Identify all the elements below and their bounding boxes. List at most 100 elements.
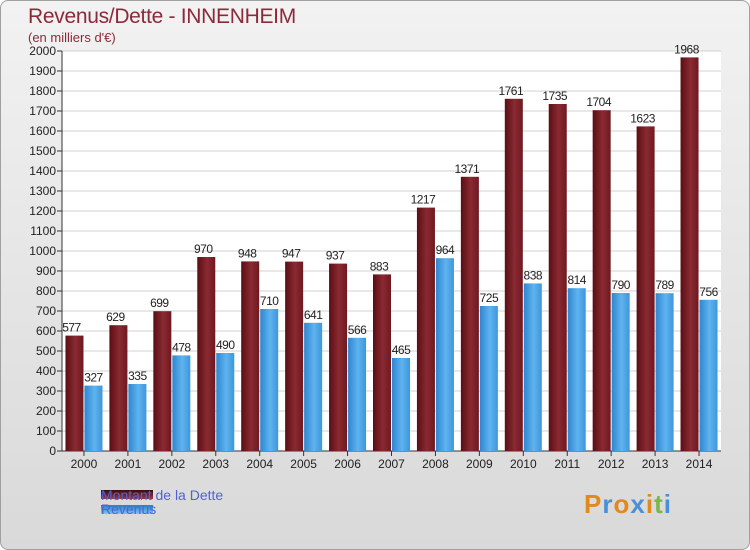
bar-dette bbox=[460, 176, 479, 452]
data-label-dette: 577 bbox=[62, 321, 81, 335]
bar-revenus bbox=[128, 384, 147, 451]
bar-dette bbox=[65, 335, 84, 451]
data-label-dette: 883 bbox=[370, 259, 389, 273]
bar-revenus bbox=[479, 306, 498, 451]
bar-dette bbox=[373, 274, 391, 451]
y-tick-label: 400 bbox=[36, 364, 56, 378]
data-label-dette: 1623 bbox=[630, 111, 656, 125]
x-tick-label: 2010 bbox=[510, 457, 537, 471]
bar-revenus bbox=[392, 358, 410, 451]
y-tick-label: 1400 bbox=[29, 164, 56, 178]
bar-revenus bbox=[567, 288, 586, 451]
data-label-revenus: 725 bbox=[480, 291, 499, 305]
x-tick-label: 2011 bbox=[554, 457, 580, 471]
bar-revenus bbox=[304, 322, 323, 451]
data-label-dette: 970 bbox=[194, 242, 213, 256]
x-tick-label: 2001 bbox=[115, 457, 142, 471]
bar-dette bbox=[504, 98, 523, 452]
bar-dette bbox=[197, 257, 216, 451]
y-tick-label: 1600 bbox=[29, 124, 56, 138]
data-label-dette: 937 bbox=[326, 249, 345, 263]
data-label-revenus: 566 bbox=[348, 323, 367, 337]
data-label-revenus: 756 bbox=[699, 285, 718, 299]
bar-revenus bbox=[435, 258, 454, 451]
data-label-dette: 1761 bbox=[498, 84, 524, 98]
x-tick-label: 2013 bbox=[642, 457, 669, 471]
legend-swatch-revenus bbox=[101, 505, 153, 514]
bar-revenus bbox=[84, 385, 103, 451]
data-label-revenus: 465 bbox=[392, 343, 411, 357]
x-tick-label: 2005 bbox=[290, 457, 317, 471]
data-label-dette: 1217 bbox=[411, 193, 437, 207]
data-label-revenus: 478 bbox=[172, 340, 191, 354]
legend-swatch-dette bbox=[101, 490, 153, 499]
x-tick-label: 2000 bbox=[71, 457, 98, 471]
x-tick-label: 2009 bbox=[466, 457, 493, 471]
data-label-dette: 948 bbox=[238, 246, 257, 260]
bar-dette bbox=[153, 311, 172, 451]
legend-label-revenus: Revenus bbox=[101, 501, 157, 517]
x-tick-label: 2012 bbox=[598, 457, 625, 471]
bar-dette bbox=[592, 110, 611, 451]
data-label-revenus: 335 bbox=[128, 369, 147, 383]
y-tick-label: 1000 bbox=[29, 244, 56, 258]
y-tick-label: 0 bbox=[49, 444, 56, 458]
data-label-revenus: 964 bbox=[436, 243, 455, 257]
y-tick-label: 900 bbox=[36, 264, 56, 278]
bar-dette bbox=[416, 207, 435, 451]
x-tick-label: 2008 bbox=[422, 457, 449, 471]
data-label-dette: 1968 bbox=[674, 42, 700, 56]
bar-dette bbox=[548, 104, 567, 451]
bar-revenus bbox=[260, 309, 279, 451]
y-tick-label: 300 bbox=[36, 384, 56, 398]
y-tick-label: 1900 bbox=[29, 64, 56, 78]
data-label-revenus: 790 bbox=[611, 278, 630, 292]
chart-subtitle: (en milliers d'€) bbox=[28, 30, 116, 45]
y-tick-label: 2000 bbox=[29, 44, 56, 58]
bar-revenus bbox=[348, 337, 367, 451]
y-tick-label: 1300 bbox=[29, 184, 56, 198]
data-label-revenus: 838 bbox=[524, 268, 543, 282]
bar-dette bbox=[109, 325, 128, 451]
y-tick-label: 1800 bbox=[29, 84, 56, 98]
bar-revenus bbox=[655, 293, 674, 451]
x-tick-label: 2002 bbox=[158, 457, 185, 471]
bar-revenus bbox=[172, 355, 191, 451]
x-tick-label: 2014 bbox=[686, 457, 713, 471]
bar-revenus bbox=[699, 299, 718, 451]
data-label-dette: 1735 bbox=[542, 89, 568, 103]
y-tick-label: 1500 bbox=[29, 144, 56, 158]
data-label-dette: 629 bbox=[106, 310, 125, 324]
data-label-revenus: 814 bbox=[567, 273, 586, 287]
x-tick-label: 2003 bbox=[202, 457, 229, 471]
chart-title: Revenus/Dette - INNENHEIM bbox=[28, 5, 296, 28]
y-tick-label: 1200 bbox=[29, 204, 56, 218]
x-tick-label: 2004 bbox=[246, 457, 273, 471]
y-tick-label: 1700 bbox=[29, 104, 56, 118]
y-tick-label: 800 bbox=[36, 284, 56, 298]
bar-dette bbox=[680, 57, 699, 452]
data-label-revenus: 327 bbox=[84, 371, 103, 385]
bar-dette bbox=[329, 263, 348, 451]
proxiti-logo: Proxiti bbox=[584, 489, 672, 519]
x-tick-label: 2006 bbox=[334, 457, 361, 471]
bar-revenus bbox=[611, 293, 630, 451]
bar-revenus bbox=[216, 353, 235, 451]
y-tick-label: 100 bbox=[36, 424, 56, 438]
data-label-dette: 1704 bbox=[586, 95, 612, 109]
data-label-dette: 699 bbox=[150, 296, 169, 310]
data-label-revenus: 789 bbox=[655, 278, 674, 292]
y-tick-label: 600 bbox=[36, 324, 56, 338]
bar-dette bbox=[241, 261, 260, 451]
bar-revenus bbox=[523, 283, 542, 451]
data-label-revenus: 490 bbox=[216, 338, 235, 352]
y-tick-label: 200 bbox=[36, 404, 56, 418]
data-label-dette: 947 bbox=[282, 247, 301, 261]
data-label-dette: 1371 bbox=[455, 162, 481, 176]
data-label-revenus: 641 bbox=[304, 308, 323, 322]
bar-dette bbox=[636, 126, 655, 452]
bar-dette bbox=[285, 261, 304, 451]
legend-label-dette: Montant de la Dette bbox=[101, 487, 224, 503]
